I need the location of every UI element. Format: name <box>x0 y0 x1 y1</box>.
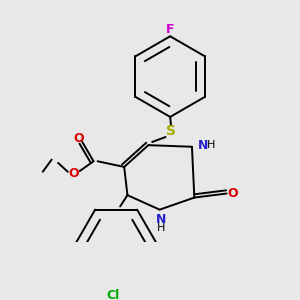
Text: H: H <box>207 140 215 150</box>
Text: O: O <box>74 132 84 145</box>
Text: S: S <box>166 124 176 138</box>
Text: Cl: Cl <box>106 290 119 300</box>
Text: O: O <box>68 167 79 180</box>
Text: N: N <box>198 139 208 152</box>
Text: N: N <box>156 213 166 226</box>
Text: O: O <box>228 187 238 200</box>
Text: F: F <box>166 23 174 36</box>
Text: H: H <box>157 223 166 233</box>
